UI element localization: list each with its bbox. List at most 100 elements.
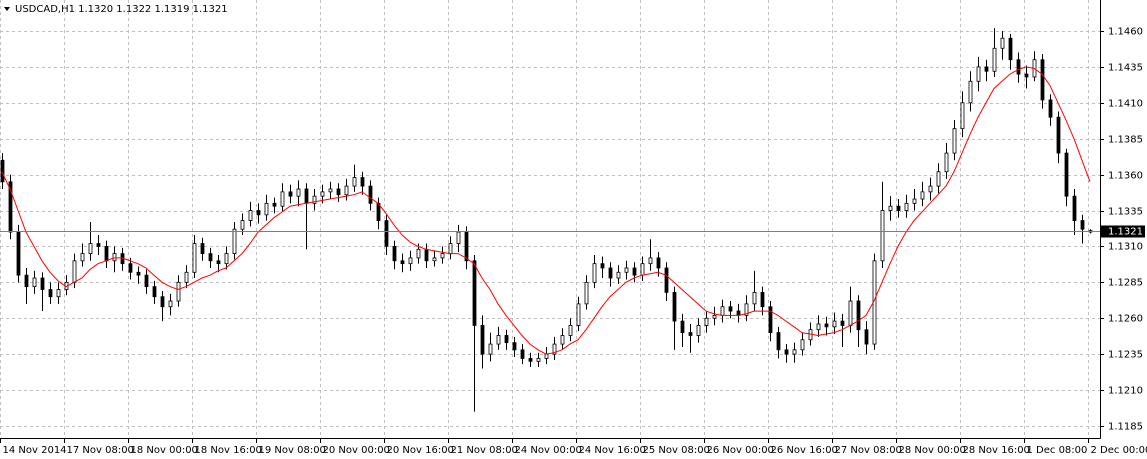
current-price-label: 1.1321: [1108, 227, 1143, 238]
candle-body: [232, 228, 237, 255]
candle-body: [320, 191, 325, 197]
candle-body: [608, 267, 613, 279]
candle-body: [304, 188, 309, 204]
y-tick-label: 1.1435: [1108, 63, 1143, 74]
y-tick-label: 1.1260: [1108, 314, 1143, 325]
candle-body: [424, 248, 429, 262]
candle-body: [144, 274, 149, 288]
candle-body: [184, 271, 189, 283]
x-tick-label: 17 Nov 08:00: [67, 445, 134, 456]
x-tick-label: 18 Nov 16:00: [195, 445, 262, 456]
candle-body: [328, 188, 333, 193]
y-tick-label: 1.1385: [1108, 135, 1143, 146]
candle-body: [88, 243, 93, 255]
candle-body: [352, 177, 357, 187]
candle-body: [536, 358, 541, 362]
candle-body: [656, 257, 661, 269]
candle-body: [496, 335, 501, 345]
candle-body: [1016, 59, 1021, 75]
candle-body: [592, 263, 597, 283]
y-tick-label: 1.1310: [1108, 242, 1143, 253]
candle-body: [1080, 220, 1085, 230]
candle-body: [336, 188, 341, 196]
candle-body: [224, 253, 229, 265]
candle-body: [864, 329, 869, 345]
candle-body: [1064, 152, 1069, 197]
x-tick-label: 26 Nov 00:00: [707, 445, 774, 456]
candle-body: [672, 291, 677, 322]
candle-body: [688, 332, 693, 336]
candle-body: [664, 267, 669, 293]
candle-body: [192, 243, 197, 273]
candle-body: [632, 267, 637, 276]
candle-body: [1072, 195, 1077, 221]
x-tick-label: 20 Nov 00:00: [323, 445, 390, 456]
candle-body: [928, 185, 933, 193]
candle-body: [104, 246, 109, 262]
candle-body: [832, 320, 837, 328]
candle-body: [512, 342, 517, 351]
candle-body: [24, 274, 29, 288]
candle-body: [48, 289, 53, 298]
candle-body: [768, 306, 773, 333]
candle-body: [80, 253, 85, 262]
candle-body: [944, 152, 949, 173]
candle-body: [728, 306, 733, 312]
candle-body: [600, 263, 605, 269]
candle-body: [968, 80, 973, 104]
candle-body: [112, 253, 117, 262]
x-tick-label: 1 Dec 08:00: [1027, 445, 1088, 456]
candle-body: [720, 306, 725, 316]
candle-body: [624, 267, 629, 273]
candle-body: [920, 191, 925, 200]
candle-body: [912, 198, 917, 204]
candle-body: [248, 210, 253, 221]
x-tick-label: 28 Nov 00:00: [899, 445, 966, 456]
candle-body: [800, 339, 805, 351]
candle-body: [568, 325, 573, 336]
candle-body: [368, 185, 373, 204]
x-tick-label: 18 Nov 00:00: [131, 445, 198, 456]
candle-body: [40, 277, 45, 290]
candle-body: [256, 210, 261, 216]
x-tick-label: 27 Nov 08:00: [835, 445, 902, 456]
candle-body: [576, 303, 581, 326]
candle-body: [288, 191, 293, 197]
candle-body: [472, 260, 477, 326]
candle-body: [1048, 99, 1053, 118]
candle-body: [160, 296, 165, 308]
candle-body: [936, 171, 941, 187]
y-tick-label: 1.1410: [1108, 99, 1143, 110]
candle-body: [888, 205, 893, 211]
candle-body: [776, 332, 781, 351]
x-tick-label: 26 Nov 16:00: [771, 445, 838, 456]
candle-body: [464, 231, 469, 262]
candle-body: [344, 185, 349, 196]
candle-body: [976, 66, 981, 82]
candle-body: [544, 353, 549, 359]
candle-body: [272, 202, 277, 207]
candle-body: [208, 253, 213, 262]
y-tick-label: 1.1285: [1108, 278, 1143, 289]
candle-body: [984, 66, 989, 72]
candle-body: [480, 325, 485, 355]
candle-body: [152, 286, 157, 298]
candle-body: [56, 289, 61, 298]
y-tick-label: 1.1185: [1108, 422, 1143, 433]
candle-body: [264, 202, 269, 216]
candle-body: [520, 349, 525, 359]
candle-body: [760, 291, 765, 308]
candle-body: [416, 248, 421, 259]
candle-body: [72, 260, 77, 283]
candle-body: [96, 243, 101, 247]
candle-body: [456, 231, 461, 244]
candle-body: [1000, 37, 1005, 49]
candle-body: [824, 323, 829, 328]
candle-body: [528, 358, 533, 362]
candle-body: [560, 335, 565, 345]
candle-body: [616, 271, 621, 279]
candle-body: [784, 349, 789, 355]
menu-icon[interactable]: [4, 7, 10, 11]
